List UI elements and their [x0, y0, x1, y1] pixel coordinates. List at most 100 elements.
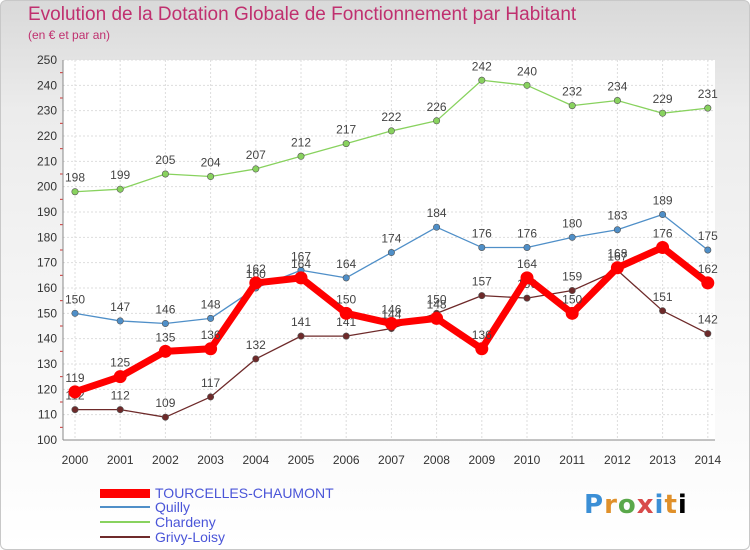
- data-label-chardeny: 234: [607, 80, 627, 94]
- legend-item-grivy-loisy: Grivy-Loisy: [100, 529, 225, 545]
- y-tick-label: 160: [37, 281, 57, 295]
- data-label-grivy-loisy: 157: [472, 275, 492, 289]
- data-label-quilly: 174: [381, 232, 401, 246]
- x-tick-label: 2013: [649, 453, 676, 467]
- point-chardeny: [207, 173, 215, 181]
- data-label-quilly: 189: [653, 194, 673, 208]
- point-tourcelles-chaumont: [158, 344, 172, 358]
- data-label-quilly: 160: [246, 267, 266, 281]
- data-label-quilly: 176: [517, 226, 537, 240]
- legend-label-grivy-loisy: Grivy-Loisy: [155, 529, 226, 545]
- data-label-tourcelles-chaumont: 150: [336, 292, 356, 306]
- data-label-quilly: 150: [65, 292, 85, 306]
- point-chardeny: [613, 97, 621, 105]
- x-tick-label: 2008: [423, 453, 450, 467]
- y-tick-label: 110: [38, 408, 57, 422]
- data-label-chardeny: 240: [517, 64, 537, 78]
- point-chardeny: [659, 109, 667, 117]
- data-label-grivy-loisy: 144: [381, 308, 401, 322]
- data-label-grivy-loisy: 117: [201, 376, 220, 390]
- point-grivy-loisy: [704, 330, 712, 338]
- data-label-quilly: 167: [291, 249, 311, 263]
- data-label-chardeny: 207: [246, 148, 266, 162]
- y-tick-label: 190: [37, 205, 57, 219]
- point-quilly: [478, 243, 486, 251]
- data-label-tourcelles-chaumont: 164: [517, 257, 537, 271]
- y-tick-label: 240: [37, 78, 57, 92]
- data-label-tourcelles-chaumont: 125: [110, 356, 130, 370]
- data-label-grivy-loisy: 132: [246, 338, 266, 352]
- point-chardeny: [161, 170, 169, 178]
- data-label-chardeny: 242: [472, 59, 492, 73]
- y-tick-label: 130: [37, 357, 57, 371]
- data-label-chardeny: 229: [653, 92, 673, 106]
- legend-item-chardeny: Chardeny: [100, 514, 216, 530]
- point-tourcelles-chaumont: [294, 271, 308, 285]
- point-grivy-loisy: [568, 287, 576, 295]
- data-label-quilly: 164: [336, 257, 356, 271]
- point-chardeny: [116, 185, 124, 193]
- point-quilly: [71, 309, 79, 317]
- x-tick-label: 2004: [242, 453, 269, 467]
- point-quilly: [207, 314, 215, 322]
- legend-label-tourcelles: TOURCELLES-CHAUMONT: [155, 485, 334, 501]
- data-label-grivy-loisy: 141: [291, 315, 311, 329]
- chart-title: Evolution de la Dotation Globale de Fonc…: [28, 4, 577, 25]
- chart-subtitle: (en € et par an): [28, 28, 111, 42]
- x-tick-label: 2006: [333, 453, 360, 467]
- x-tick-label: 2009: [468, 453, 495, 467]
- point-tourcelles-chaumont: [701, 276, 715, 290]
- data-label-tourcelles-chaumont: 176: [653, 226, 673, 240]
- point-quilly: [342, 274, 350, 282]
- data-label-grivy-loisy: 109: [155, 396, 175, 410]
- point-chardeny: [387, 127, 395, 135]
- point-quilly: [613, 226, 621, 234]
- y-tick-label: 170: [37, 256, 57, 270]
- point-tourcelles-chaumont: [384, 316, 398, 330]
- point-quilly: [161, 319, 169, 327]
- data-label-tourcelles-chaumont: 135: [155, 330, 175, 344]
- y-tick-label: 100: [37, 433, 57, 447]
- proxiti-logo: Proxiti: [584, 490, 688, 520]
- legend-swatch-tourcelles: [100, 488, 150, 498]
- point-quilly: [387, 249, 395, 257]
- point-grivy-loisy: [659, 307, 667, 315]
- point-tourcelles-chaumont: [430, 311, 444, 325]
- point-quilly: [659, 211, 667, 219]
- data-label-quilly: 184: [427, 206, 447, 220]
- point-tourcelles-chaumont: [113, 370, 127, 384]
- point-chardeny: [252, 165, 260, 173]
- data-label-quilly: 147: [110, 300, 130, 314]
- y-tick-label: 210: [37, 154, 57, 168]
- x-tick-label: 2000: [62, 453, 89, 467]
- point-grivy-loisy: [297, 332, 305, 340]
- y-tick-label: 220: [37, 129, 57, 143]
- y-tick-label: 230: [37, 104, 57, 118]
- data-label-chardeny: 204: [201, 156, 221, 170]
- data-label-grivy-loisy: 141: [336, 315, 356, 329]
- x-tick-label: 2007: [378, 453, 405, 467]
- data-label-chardeny: 217: [336, 123, 356, 137]
- point-grivy-loisy: [161, 413, 169, 421]
- point-grivy-loisy: [342, 332, 350, 340]
- data-label-tourcelles-chaumont: 146: [381, 302, 401, 316]
- data-label-chardeny: 212: [291, 135, 311, 149]
- data-label-chardeny: 199: [110, 168, 130, 182]
- legend-swatch-chardeny: [100, 521, 150, 523]
- point-tourcelles-chaumont: [610, 261, 624, 275]
- point-quilly: [523, 243, 531, 251]
- point-grivy-loisy: [207, 393, 215, 401]
- y-tick-label: 250: [37, 53, 57, 67]
- data-label-quilly: 175: [698, 229, 718, 243]
- x-tick-label: 2001: [107, 453, 134, 467]
- point-quilly: [568, 233, 576, 241]
- point-tourcelles-chaumont: [520, 271, 534, 285]
- data-label-tourcelles-chaumont: 162: [698, 262, 718, 276]
- point-chardeny: [478, 76, 486, 84]
- x-tick-label: 2010: [514, 453, 541, 467]
- data-label-tourcelles-chaumont: 162: [246, 262, 266, 276]
- point-tourcelles-chaumont: [68, 385, 82, 399]
- point-chardeny: [297, 152, 305, 160]
- point-tourcelles-chaumont: [565, 306, 579, 320]
